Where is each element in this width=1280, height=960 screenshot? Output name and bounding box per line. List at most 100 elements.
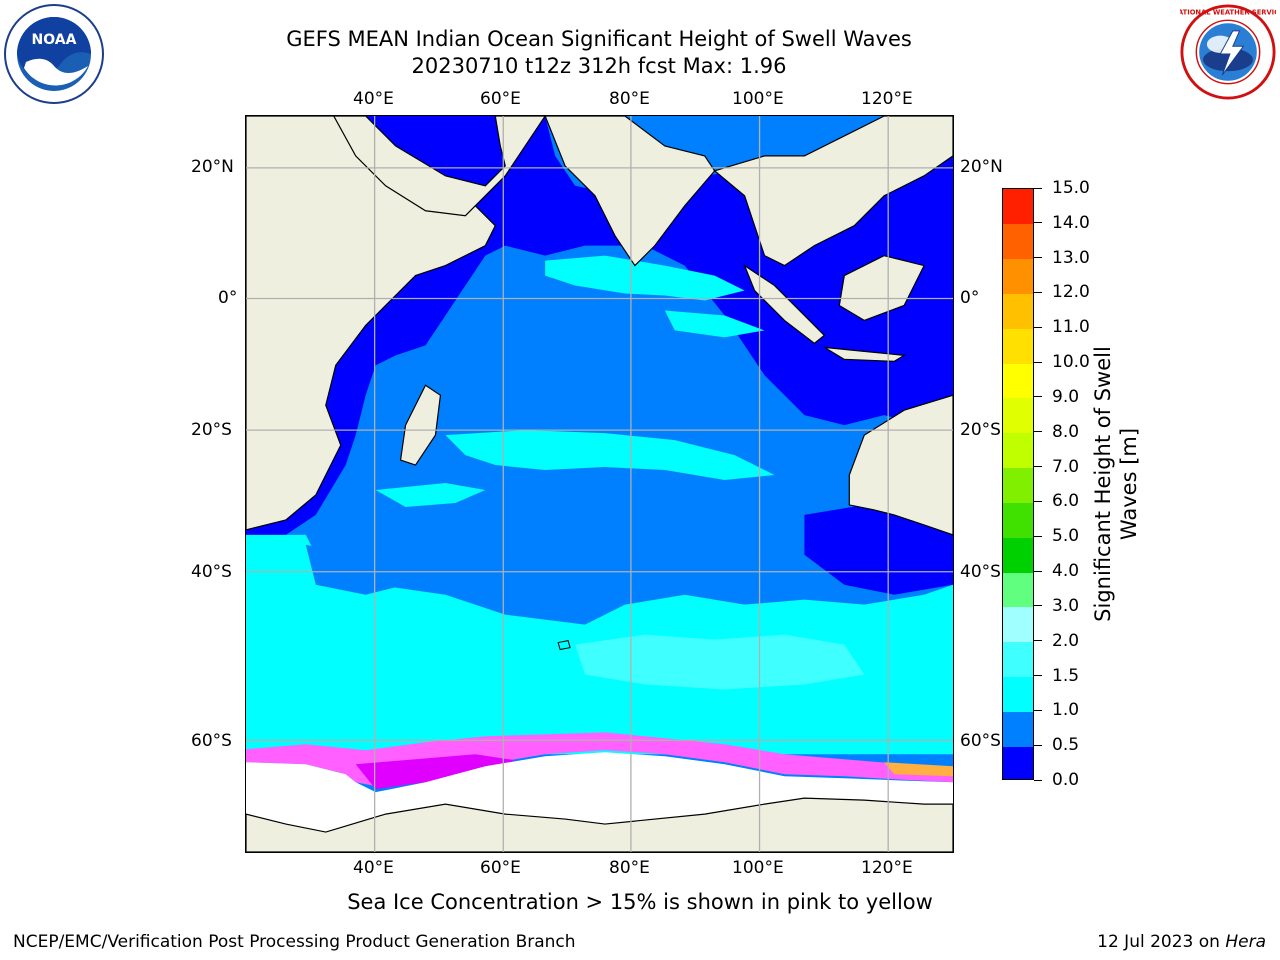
colorbar-segment [1003,397,1033,434]
colorbar-tick-mark [1034,222,1042,224]
lat-tick-right-20n: 20°N [960,157,1003,177]
lat-tick-left-60s: 60°S [191,731,232,751]
swell-band-10-15-tropical-2 [664,310,765,338]
lon-tick-top-100e: 100°E [732,89,784,109]
java-land [824,346,906,362]
colorbar-tick-label: 0.5 [1052,735,1080,756]
lon-tick-bottom-40e: 40°E [353,858,394,878]
nws-ring-text: NATIONAL WEATHER SERVICE [1180,9,1276,17]
footer-branch: NCEP/EMC/Verification Post Processing Pr… [13,932,576,952]
colorbar-tick-mark [1034,570,1042,572]
lat-tick-left-0: 0° [218,288,238,308]
swell-height-map [245,115,954,853]
colorbar-tick-mark [1034,257,1042,259]
footer-date: 12 Jul 2023 on Hera [1097,932,1266,952]
colorbar-tick-label: 0.0 [1052,770,1080,790]
colorbar-tick-label: 8.0 [1052,421,1080,442]
lon-tick-bottom-60e: 60°E [480,858,521,878]
swell-band-15-20-south [575,634,865,690]
colorbar-tick-mark [1034,466,1042,468]
colorbar-tick-mark [1034,640,1042,642]
colorbar-segment [1003,676,1033,712]
colorbar-tick-mark [1034,361,1042,363]
colorbar-segment [1003,606,1033,643]
colorbar-tick-label: 1.5 [1052,665,1080,686]
lat-tick-left-20n: 20°N [191,157,234,177]
swell-band-05-10-pocket [305,544,406,595]
noaa-logo: NOAA [4,4,104,104]
colorbar-tick-mark [1034,535,1042,537]
colorbar-tick-label: 12.0 [1052,282,1090,303]
lat-tick-right-60s: 60°S [960,731,1001,751]
colorbar-tick-label: 4.0 [1052,561,1080,582]
footer-host: Hera [1225,932,1266,952]
nws-logo: NATIONAL WEATHER SERVICE [1180,4,1276,100]
colorbar-tick-label: 2.0 [1052,630,1080,651]
lon-tick-top-60e: 60°E [480,89,521,109]
india-land [544,116,716,267]
colorbar-tick-mark [1034,500,1042,502]
chart-title: GEFS MEAN Indian Ocean Significant Heigh… [286,27,912,51]
chart-subtitle: 20230710 t12z 312h fcst Max: 1.96 [411,54,787,78]
colorbar-tick-mark [1034,187,1042,189]
colorbar-segment [1003,711,1033,747]
colorbar-tick-label: 6.0 [1052,491,1080,512]
kerguelen-island [557,639,571,651]
lon-tick-bottom-80e: 80°E [609,858,650,878]
colorbar-tick-label: 10.0 [1052,352,1090,373]
colorbar-tick-label: 9.0 [1052,386,1080,407]
colorbar-segment [1003,189,1033,225]
sea-ice-orange-edge [884,762,953,777]
colorbar-tick-label: 3.0 [1052,595,1080,616]
swell-band-10-15-subtropical-2 [375,483,486,507]
colorbar-tick-label: 11.0 [1052,317,1090,338]
colorbar-segment [1003,502,1033,538]
colorbar-segment [1003,537,1033,573]
colorbar-tick-label: 1.0 [1052,700,1080,721]
colorbar-tick-mark [1034,709,1042,711]
noaa-wordmark: NOAA [32,32,77,48]
lon-tick-bottom-100e: 100°E [732,858,784,878]
lat-tick-right-40s: 40°S [960,562,1001,582]
swell-band-10-15-tropical [545,255,745,301]
madagascar-land [399,384,442,466]
colorbar-tick-mark [1034,779,1042,781]
colorbar-segment [1003,432,1033,469]
colorbar-tick-label: 5.0 [1052,526,1080,547]
colorbar-segment [1003,293,1033,329]
colorbar-tick-mark [1034,744,1042,746]
colorbar-segment [1003,746,1033,779]
colorbar-tick-label: 15.0 [1052,178,1090,198]
antarctica-land [246,797,953,852]
footer-date-text: 12 Jul 2023 on [1097,932,1226,952]
colorbar-tick-mark [1034,396,1042,398]
lat-tick-left-20s: 20°S [191,420,232,440]
colorbar-tick-mark [1034,431,1042,433]
colorbar-title-line2: Waves [m] [1117,427,1141,541]
colorbar-segment [1003,572,1033,608]
lat-tick-right-20s: 20°S [960,420,1001,440]
colorbar-segment [1003,363,1033,399]
swell-band-10-15-subtropical [445,430,775,481]
lon-tick-bottom-120e: 120°E [861,858,913,878]
colorbar-segment [1003,258,1033,294]
arabia-land [333,116,546,217]
colorbar-tick-mark [1034,675,1042,677]
colorbar [1002,188,1034,780]
colorbar-title: Significant Height of Swell Waves [m] [1090,324,1142,644]
lat-tick-left-40s: 40°S [191,562,232,582]
colorbar-tick-mark [1034,291,1042,293]
borneo-land [838,254,925,322]
sea-ice-note: Sea Ice Concentration > 15% is shown in … [347,890,933,914]
colorbar-segment [1003,223,1033,260]
colorbar-segment [1003,467,1033,503]
colorbar-tick-mark [1034,605,1042,607]
colorbar-segment [1003,328,1033,364]
lat-tick-right-0: 0° [960,288,980,308]
colorbar-segment [1003,641,1033,678]
colorbar-tick-label: 7.0 [1052,456,1080,477]
lon-tick-top-120e: 120°E [861,89,913,109]
graticule [246,116,953,852]
sea-ice-magenta-patch [355,754,516,790]
colorbar-tick-label: 14.0 [1052,212,1090,233]
